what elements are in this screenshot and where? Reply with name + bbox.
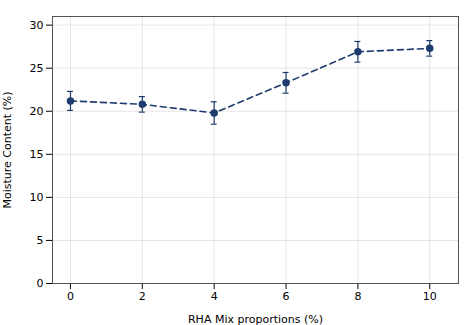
svg-text:Moisture Content (%): Moisture Content (%) [1,91,14,208]
svg-text:10: 10 [30,191,44,204]
svg-text:2: 2 [139,290,146,303]
svg-text:25: 25 [30,62,44,75]
svg-text:6: 6 [283,290,290,303]
svg-text:8: 8 [354,290,361,303]
svg-text:15: 15 [30,148,44,161]
svg-text:RHA Mix proportions (%): RHA Mix proportions (%) [188,313,323,325]
svg-text:10: 10 [423,290,437,303]
svg-text:5: 5 [37,234,44,247]
svg-text:30: 30 [30,19,44,32]
svg-text:0: 0 [67,290,74,303]
svg-text:0: 0 [37,277,44,290]
svg-text:20: 20 [30,105,44,118]
svg-text:4: 4 [211,290,218,303]
